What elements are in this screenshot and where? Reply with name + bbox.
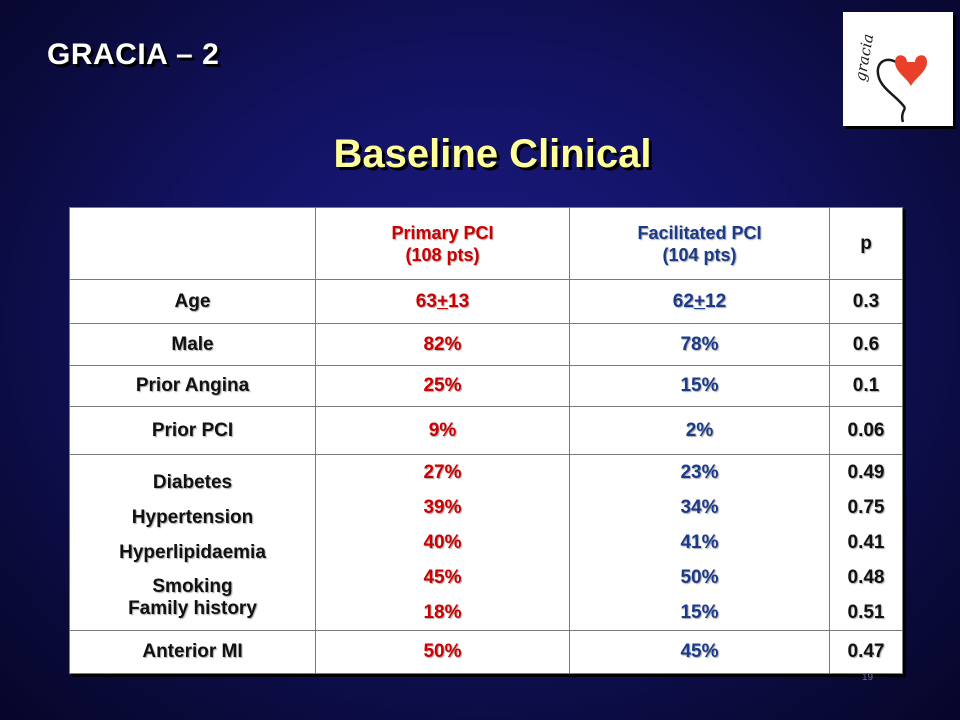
row-label: Prior Angina bbox=[69, 365, 316, 407]
slide-heading: Baseline Clinical bbox=[333, 132, 652, 176]
risk-facilitated-value: 15% bbox=[680, 602, 719, 623]
header-facilitated-title: Facilitated PCI bbox=[637, 222, 762, 243]
risk-facilitated-value: 50% bbox=[680, 567, 719, 588]
header-empty bbox=[69, 207, 316, 280]
cell-facilitated: 15% bbox=[569, 365, 830, 407]
cell-p: 0.1 bbox=[829, 365, 903, 407]
risk-label-hypertension: Hypertension bbox=[131, 507, 254, 528]
cell-p: 0.3 bbox=[829, 279, 903, 324]
risk-p-value: 0.49 bbox=[847, 462, 885, 483]
table-header-row: Primary PCI (108 pts) Facilitated PCI (1… bbox=[69, 207, 903, 280]
header-p: p bbox=[829, 207, 903, 280]
table-row: Age 63+13 62+12 0.3 bbox=[69, 279, 903, 324]
age-primary-sd: 13 bbox=[448, 290, 470, 312]
cell-primary: 9% bbox=[315, 406, 570, 455]
risk-p-value: 0.75 bbox=[847, 497, 885, 518]
cell-p: 0.47 bbox=[829, 630, 903, 674]
risk-label-hyperlipidaemia: Hyperlipidaemia bbox=[119, 542, 266, 563]
table-row: Prior PCI 9% 2% 0.06 bbox=[69, 406, 903, 455]
table-row-risk-factors: Diabetes Hypertension Hyperlipidaemia Sm… bbox=[69, 454, 903, 631]
age-primary-plusminus: + bbox=[436, 290, 449, 312]
risk-p-value: 0.48 bbox=[847, 567, 885, 588]
risk-primary-value: 45% bbox=[423, 567, 462, 588]
cell-primary: 25% bbox=[315, 365, 570, 407]
risk-primary-value: 27% bbox=[423, 462, 462, 483]
age-facilitated-sd: 12 bbox=[705, 290, 727, 312]
cell-facilitated: 78% bbox=[569, 323, 830, 366]
baseline-clinical-table: Primary PCI (108 pts) Facilitated PCI (1… bbox=[69, 207, 903, 674]
gracia-logo: gracia bbox=[843, 12, 953, 126]
risk-facilitated-value: 41% bbox=[680, 532, 719, 553]
risk-factor-primary: 27% 39% 40% 45% 18% bbox=[315, 454, 570, 631]
risk-label-diabetes: Diabetes bbox=[152, 472, 233, 493]
header-primary-title: Primary PCI bbox=[391, 222, 494, 243]
table-row: Prior Angina 25% 15% 0.1 bbox=[69, 365, 903, 407]
risk-primary-value: 39% bbox=[423, 497, 462, 518]
cell-primary: 82% bbox=[315, 323, 570, 366]
age-primary-mean: 63 bbox=[415, 290, 437, 312]
cell-facilitated: 45% bbox=[569, 630, 830, 674]
header-primary-count: (108 pts) bbox=[405, 244, 480, 265]
cell-p: 0.6 bbox=[829, 323, 903, 366]
risk-label-smoking: Smoking bbox=[152, 576, 233, 597]
row-label: Age bbox=[69, 279, 316, 324]
risk-factor-labels: Diabetes Hypertension Hyperlipidaemia Sm… bbox=[69, 454, 316, 631]
row-label: Prior PCI bbox=[69, 406, 316, 455]
risk-primary-value: 40% bbox=[423, 532, 462, 553]
risk-primary-value: 18% bbox=[423, 602, 462, 623]
cell-p: 0.06 bbox=[829, 406, 903, 455]
risk-facilitated-value: 23% bbox=[680, 462, 719, 483]
heart-stethoscope-icon: gracia bbox=[851, 32, 927, 123]
page-number: 19 bbox=[862, 672, 874, 683]
cell-facilitated: 62+12 bbox=[569, 279, 830, 324]
row-label: Male bbox=[69, 323, 316, 366]
age-facilitated-mean: 62 bbox=[672, 290, 694, 312]
header-facilitated-pci: Facilitated PCI (104 pts) bbox=[569, 207, 830, 280]
age-facilitated-plusminus: + bbox=[693, 290, 706, 312]
cell-primary: 63+13 bbox=[315, 279, 570, 324]
cell-facilitated: 2% bbox=[569, 406, 830, 455]
cell-primary: 50% bbox=[315, 630, 570, 674]
risk-label-family-history: Family history bbox=[128, 598, 257, 619]
risk-p-value: 0.51 bbox=[847, 602, 885, 623]
risk-p-value: 0.41 bbox=[847, 532, 885, 553]
risk-factor-facilitated: 23% 34% 41% 50% 15% bbox=[569, 454, 830, 631]
table-row: Anterior MI 50% 45% 0.47 bbox=[69, 630, 903, 674]
risk-factor-p: 0.49 0.75 0.41 0.48 0.51 bbox=[829, 454, 903, 631]
header-facilitated-count: (104 pts) bbox=[662, 244, 737, 265]
slide-title: GRACIA – 2 bbox=[47, 38, 220, 71]
header-primary-pci: Primary PCI (108 pts) bbox=[315, 207, 570, 280]
row-label: Anterior MI bbox=[69, 630, 316, 674]
table-row: Male 82% 78% 0.6 bbox=[69, 323, 903, 366]
risk-facilitated-value: 34% bbox=[680, 497, 719, 518]
logo-text: gracia bbox=[851, 32, 877, 82]
